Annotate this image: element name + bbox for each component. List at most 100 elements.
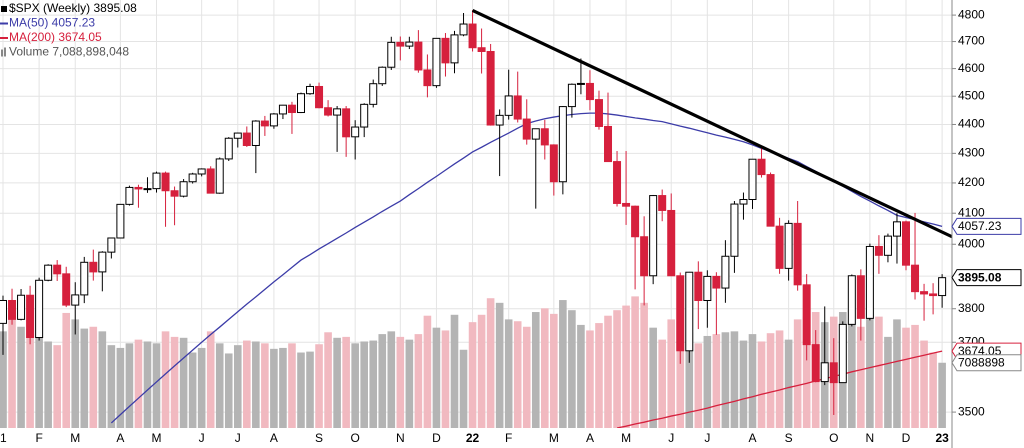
volume-bar: [414, 334, 423, 428]
volume-bar: [369, 340, 378, 428]
volume-bar: [116, 347, 125, 428]
volume-bar: [80, 328, 89, 428]
volume-bar: [26, 303, 34, 428]
volume-bar: [279, 347, 287, 428]
x-tick-label: D: [432, 431, 441, 445]
candle-body: [432, 37, 441, 87]
volume-bar: [459, 349, 468, 428]
candle-body: [522, 118, 531, 140]
candle-body: [44, 264, 53, 281]
y-tick-label: 4100: [958, 205, 985, 219]
x-tick-label: A: [748, 431, 756, 445]
candle-body: [450, 34, 459, 64]
volume-bar: [559, 300, 567, 428]
ma-value-label: 4057.23: [958, 219, 1002, 233]
volume-bar: [739, 340, 748, 428]
volume-bar: [243, 340, 251, 428]
volume-bar: [748, 334, 757, 428]
candle-body: [594, 99, 603, 127]
x-tick-label: S: [785, 431, 793, 445]
volume-bar: [233, 345, 242, 428]
candle-body: [811, 344, 820, 383]
legend-swatch: [1, 49, 3, 57]
candle-body: [360, 103, 369, 128]
volume-bar: [568, 310, 576, 428]
x-tick-label: M: [70, 431, 80, 445]
x-tick-label: F: [35, 431, 42, 445]
volume-bar: [649, 327, 657, 428]
x-tick-label: J: [199, 431, 205, 445]
candle-body: [802, 284, 811, 346]
y-tick-label: 3500: [958, 404, 985, 418]
volume-bar: [197, 347, 206, 428]
volume-bar: [938, 362, 946, 428]
candle-body: [306, 85, 315, 95]
volume-bar: [270, 348, 278, 428]
candle-body: [441, 37, 450, 64]
candle-body: [369, 83, 378, 105]
candle-body: [892, 221, 901, 237]
candle-body: [17, 294, 26, 320]
candle-body: [423, 69, 432, 87]
volume-bar: [252, 341, 260, 428]
volume-bar: [712, 334, 721, 428]
volume-bar: [215, 343, 224, 428]
candle-body: [8, 299, 17, 320]
candle-body: [333, 108, 342, 116]
x-tick-label: 23: [935, 431, 949, 445]
candle-body: [694, 271, 703, 301]
volume-bar: [757, 341, 766, 428]
candle-body: [658, 195, 667, 211]
candle-body: [260, 120, 269, 127]
candle-body: [766, 174, 775, 227]
x-tick-label: A: [116, 431, 124, 445]
candle-body: [287, 104, 296, 114]
plot-area: [0, 8, 952, 428]
volume-bar: [929, 352, 937, 428]
candle-body: [685, 271, 694, 352]
candle-body: [0, 299, 7, 324]
candle-body: [170, 190, 179, 197]
volume-bar: [884, 336, 892, 428]
candle-body: [206, 168, 215, 194]
candle-body: [269, 113, 278, 127]
candle-body: [549, 144, 558, 183]
candle-body: [504, 95, 513, 116]
volume-bar: [288, 343, 296, 428]
volume-bar: [486, 298, 495, 428]
volume-bar: [342, 336, 350, 428]
candle-body: [116, 203, 125, 239]
candle-body: [378, 66, 387, 85]
volume-bar: [685, 332, 694, 428]
y-tick-label: 4000: [958, 236, 985, 250]
volume-bar: [703, 335, 712, 428]
candle-body: [242, 132, 251, 146]
candle-body: [748, 158, 757, 201]
volume-bar: [125, 343, 134, 428]
legend-swatch: [1, 6, 7, 12]
candle-body: [143, 188, 152, 191]
volume-bar: [188, 352, 197, 428]
candle-body: [179, 181, 188, 197]
y-tick-label: 4400: [958, 117, 985, 131]
x-tick-label: 1: [0, 431, 7, 445]
volume-bar: [550, 313, 558, 428]
volume-bar: [766, 333, 775, 428]
volume-bar: [152, 343, 161, 428]
candle-body: [838, 323, 847, 384]
candle-body: [107, 237, 116, 253]
legend-label: MA(50) 4057.23: [9, 16, 95, 30]
volume-bar: [206, 331, 215, 428]
x-tick-label: 22: [466, 431, 480, 445]
volume-bar: [893, 319, 901, 428]
volume-bar: [522, 326, 531, 428]
volume-bar: [396, 336, 405, 428]
volume-bar: [802, 316, 811, 428]
candle-body: [576, 82, 585, 85]
volume-bar: [333, 337, 341, 428]
volume-bar: [477, 314, 486, 428]
volume-bar: [306, 351, 314, 428]
y-tick-label: 4500: [958, 88, 985, 102]
volume-bar: [694, 343, 703, 428]
